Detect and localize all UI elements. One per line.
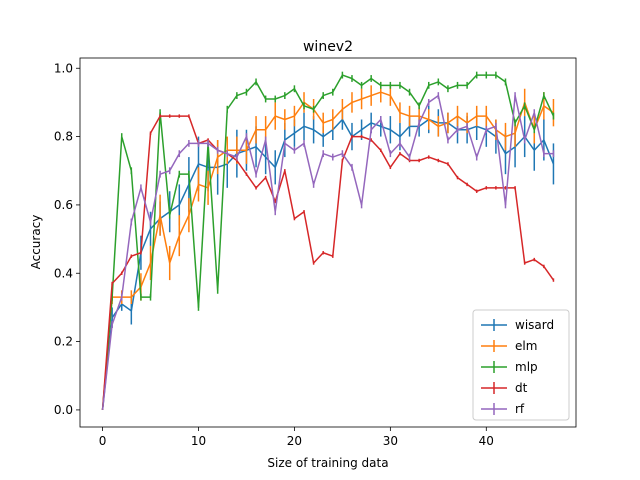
series-rf xyxy=(101,92,555,411)
legend-item-wisard: wisard xyxy=(481,318,554,332)
x-tick-label: 40 xyxy=(479,434,494,448)
series-line-elm xyxy=(101,91,554,410)
series-elm xyxy=(101,81,555,410)
legend-label: wisard xyxy=(515,318,554,332)
x-axis-label: Size of training data xyxy=(267,456,388,470)
legend-item-mlp: mlp xyxy=(481,360,538,374)
plot-area xyxy=(101,71,555,411)
y-tick-label: 0.2 xyxy=(54,335,73,349)
x-tick-label: 10 xyxy=(191,434,206,448)
series-line-rf xyxy=(101,94,554,411)
series-line-wisard xyxy=(101,118,555,410)
legend-item-dt: dt xyxy=(481,381,528,395)
chart-title: winev2 xyxy=(303,39,353,55)
y-tick-label: 0.0 xyxy=(54,403,73,417)
legend-item-elm: elm xyxy=(481,339,537,353)
y-axis-label: Accuracy xyxy=(29,215,43,270)
legend-label: elm xyxy=(515,339,537,353)
legend-label: dt xyxy=(515,381,528,395)
y-tick-label: 1.0 xyxy=(54,61,73,75)
legend-box xyxy=(472,309,570,421)
y-tick-label: 0.4 xyxy=(54,266,73,280)
series-dt xyxy=(101,114,555,410)
x-tick-label: 20 xyxy=(287,434,302,448)
legend-label: rf xyxy=(515,402,525,416)
series-line-mlp xyxy=(101,74,555,410)
legend-label: mlp xyxy=(515,360,538,374)
plot-frame xyxy=(79,57,577,428)
y-tick-label: 0.6 xyxy=(54,198,73,212)
legend-item-rf: rf xyxy=(481,402,525,416)
x-tick-label: 0 xyxy=(99,434,107,448)
y-axis: 0.0 0.2 0.4 0.6 0.8 1.0 xyxy=(54,61,80,417)
series-line-dt xyxy=(101,115,555,410)
legend: wisard elm mlp dt rf xyxy=(472,309,570,421)
x-axis: 0 10 20 30 40 xyxy=(99,427,494,448)
x-tick-label: 30 xyxy=(383,434,398,448)
y-tick-label: 0.8 xyxy=(54,130,73,144)
series-mlp xyxy=(101,71,555,410)
